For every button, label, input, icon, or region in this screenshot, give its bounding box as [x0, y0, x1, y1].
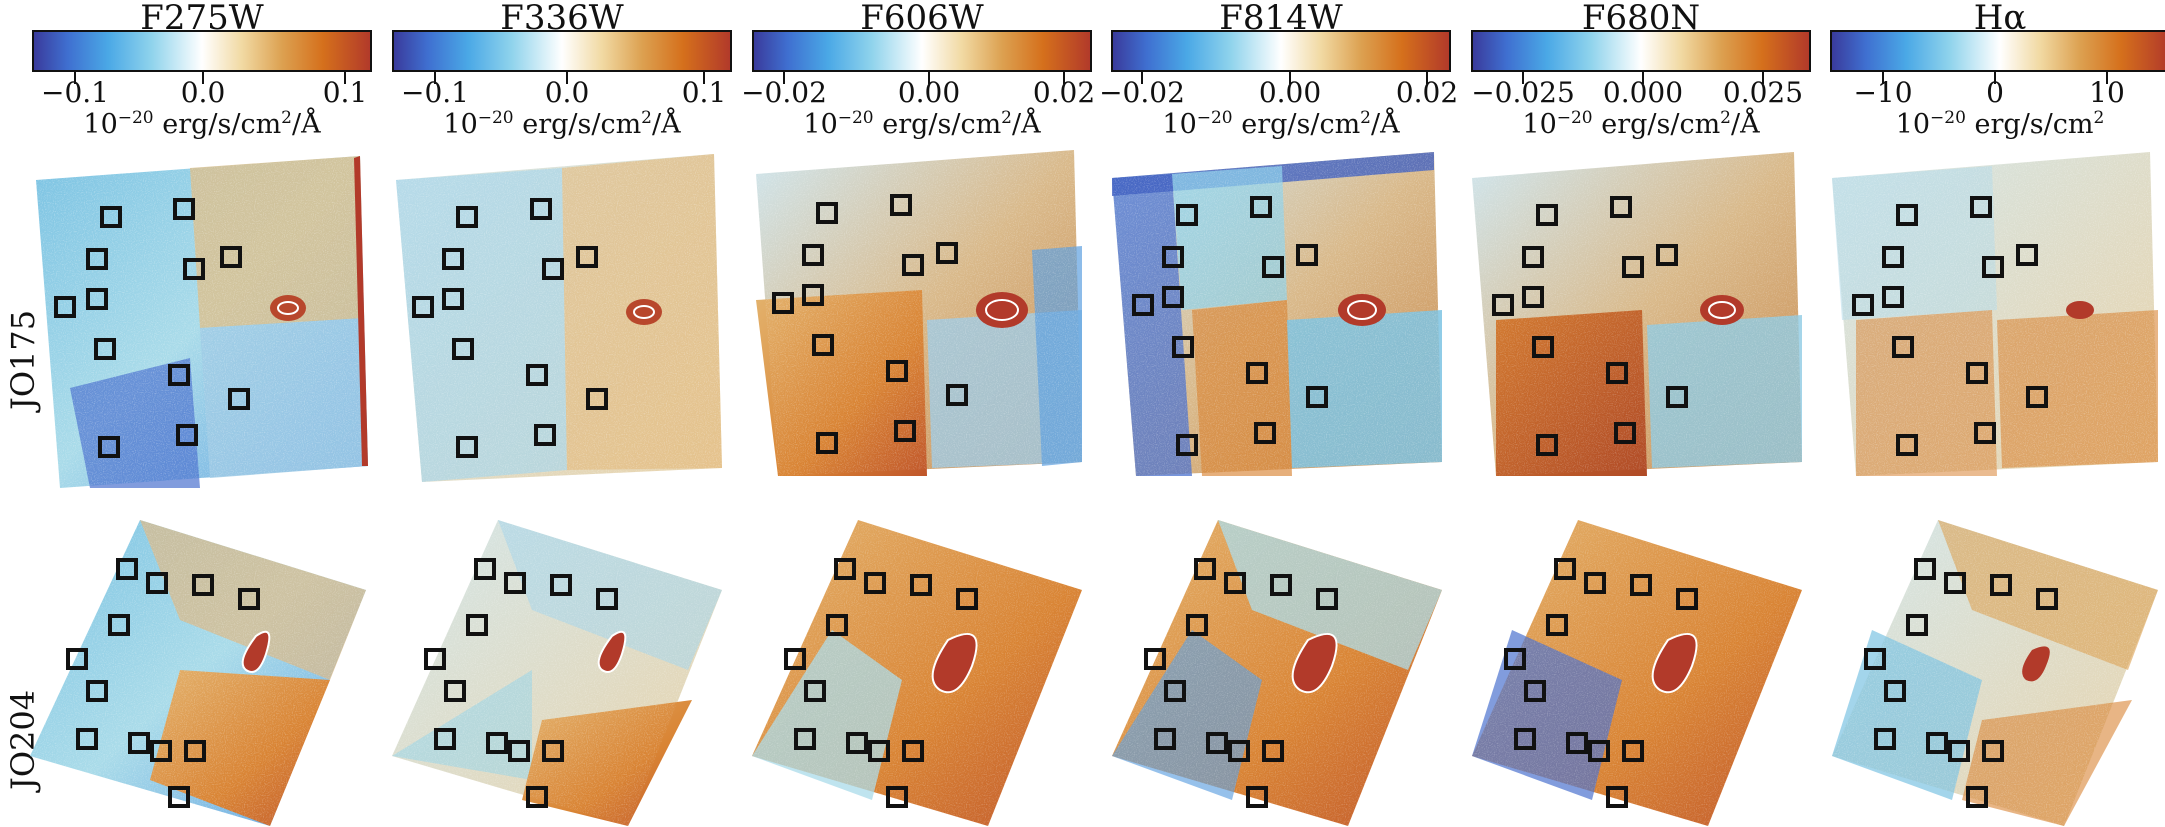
colorbar-tick-label: −0.1	[5, 76, 145, 109]
colorbar-f680n	[1471, 30, 1811, 72]
colorbar-unit-label: 10−20 erg/s/cm2/Å	[32, 108, 372, 140]
colorbar-tick-label: −0.1	[365, 76, 505, 109]
map-jo175-f336w	[392, 150, 732, 490]
colorbar-tick-label: 0.0	[133, 76, 273, 109]
map-jo175-f680n	[1472, 150, 1812, 490]
colorbar-tick-label: 10	[2037, 76, 2165, 109]
colorbar-tick-label: 0.0	[497, 76, 637, 109]
map-jo175-f606w	[752, 150, 1092, 490]
map-jo175-f275w	[30, 148, 370, 488]
colorbar-tick-label: 0.00	[859, 76, 999, 109]
colorbar-tick-label: −0.02	[714, 76, 854, 109]
colorbar-tick-label: −0.02	[1072, 76, 1212, 109]
colorbar-halpha	[1830, 30, 2165, 72]
colorbar-tick-label: −0.025	[1453, 76, 1593, 109]
map-jo204-f680n	[1472, 520, 1812, 826]
colorbar-tick-label: 0.00	[1220, 76, 1360, 109]
colorbar-f275w	[32, 30, 372, 72]
colorbar-tick-label: 0.000	[1573, 76, 1713, 109]
map-jo204-f814w	[1112, 520, 1452, 826]
colorbar-tick-label: 0.025	[1693, 76, 1833, 109]
map-jo204-f275w	[30, 520, 370, 826]
colorbar-unit-label: 10−20 erg/s/cm2/Å	[1471, 108, 1811, 140]
map-jo204-halpha	[1832, 520, 2162, 826]
colorbar-unit-label: 10−20 erg/s/cm2/Å	[392, 108, 732, 140]
colorbar-unit-label: 10−20 erg/s/cm2	[1830, 108, 2165, 140]
colorbar-f606w	[752, 30, 1092, 72]
colorbar-unit-label: 10−20 erg/s/cm2/Å	[752, 108, 1092, 140]
map-jo175-halpha	[1832, 150, 2162, 490]
map-jo204-f606w	[752, 520, 1092, 826]
map-jo204-f336w	[392, 520, 732, 826]
colorbar-f336w	[392, 30, 732, 72]
map-jo175-f814w	[1112, 150, 1452, 490]
colorbar-f814w	[1111, 30, 1451, 72]
colorbar-unit-label: 10−20 erg/s/cm2/Å	[1111, 108, 1451, 140]
